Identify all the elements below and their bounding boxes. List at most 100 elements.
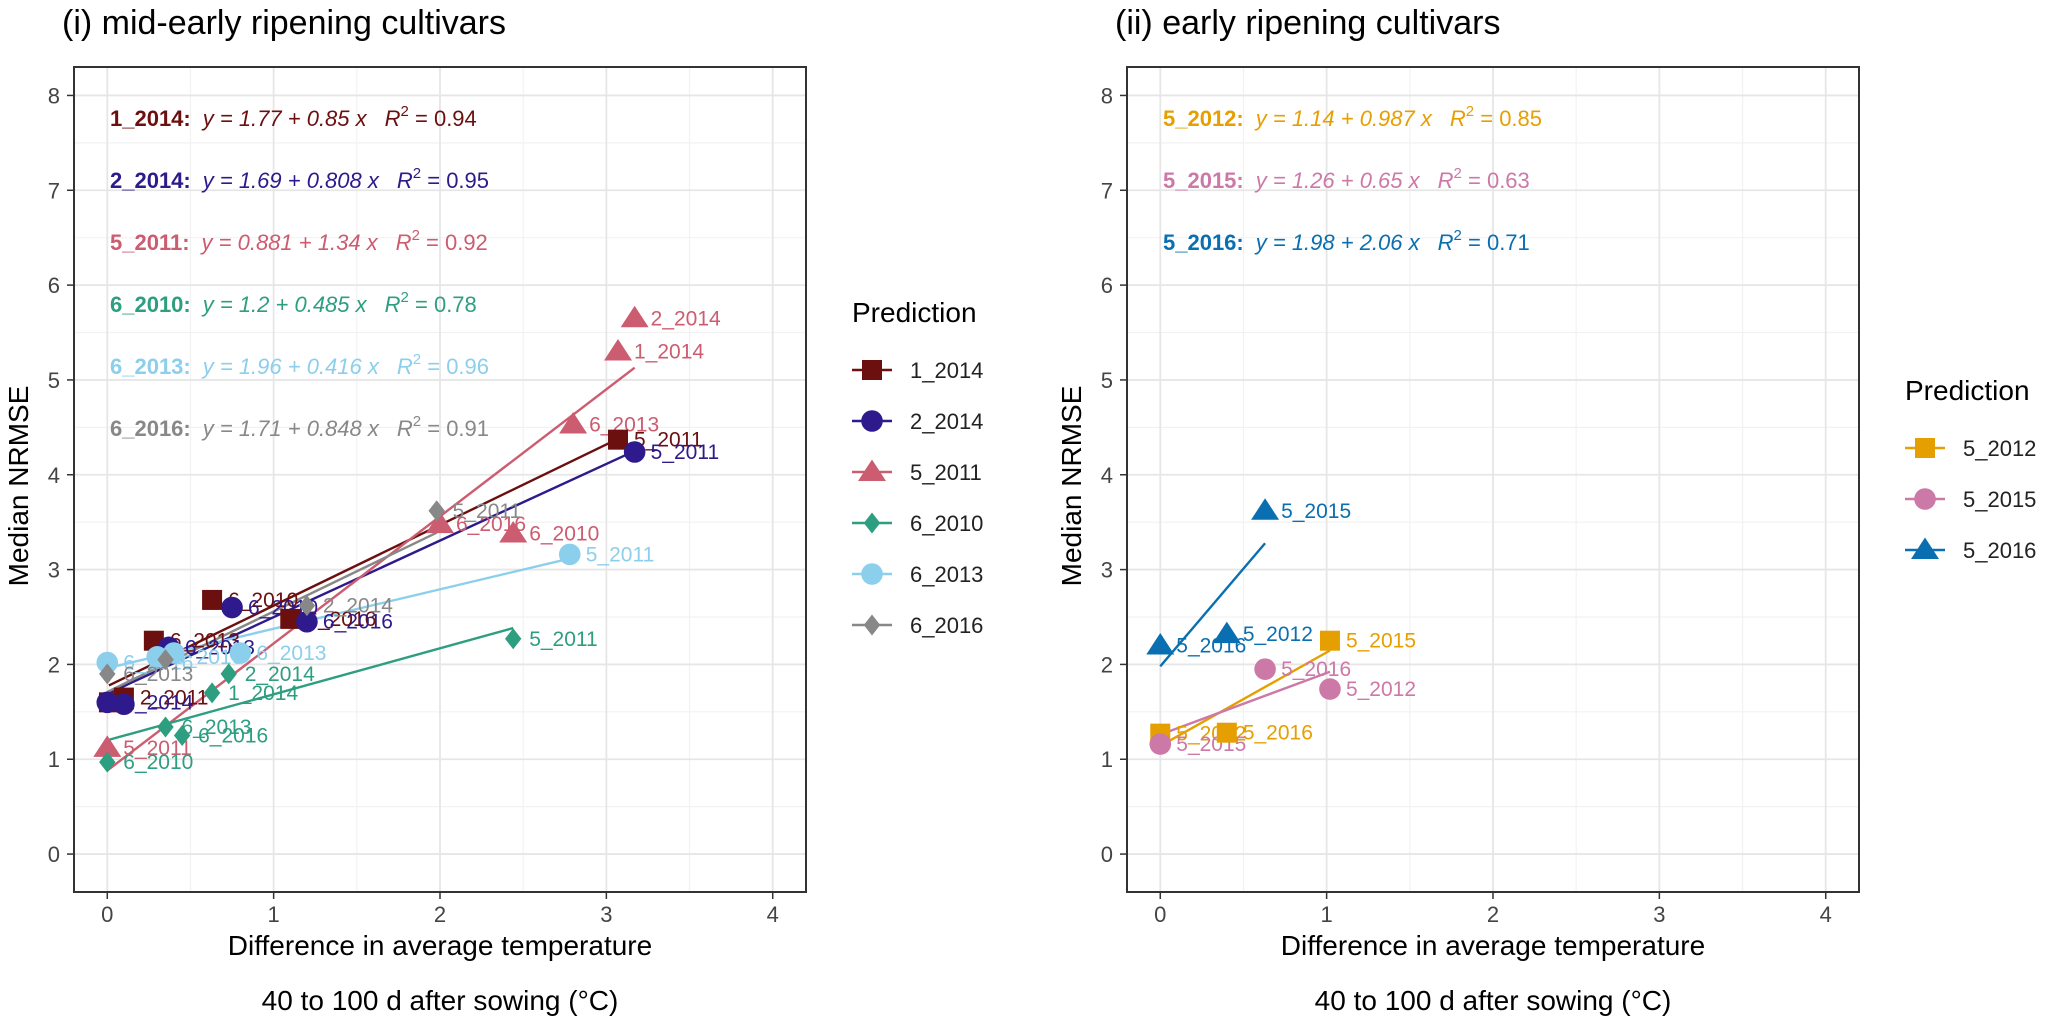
equation-r2-value: = 0.91 [421, 416, 489, 441]
legend-item-label: 6_2010 [910, 511, 983, 536]
legend-item-label: 5_2011 [910, 460, 982, 485]
data-point-label: 5_2015 [1281, 500, 1351, 523]
data-point [296, 610, 318, 633]
data-point-label: 5_2012 [1243, 623, 1313, 646]
y-tick-label: 2 [1101, 652, 1113, 677]
data-point-label: 6_2016 [323, 611, 393, 634]
data-point-label: 2_2014 [245, 663, 315, 686]
y-tick-label: 1 [48, 747, 60, 772]
y-tick-label: 4 [48, 463, 60, 488]
data-point [157, 649, 174, 671]
equation-key: 6_2013: [110, 354, 191, 379]
y-tick-label: 0 [1101, 842, 1113, 867]
data-point-label: 5_2016 [1281, 658, 1351, 681]
x-tick-label: 1 [1321, 902, 1333, 927]
data-point-label: 5_2011 [651, 441, 720, 464]
data-point-label: 6_2010 [529, 523, 599, 546]
equation-label: 5_2011: y = 0.881 + 1.34 x R2 = 0.92 [110, 227, 488, 255]
data-point-label: 2_2014 [323, 595, 393, 618]
data-point-label: 5_2015 [1346, 630, 1416, 653]
equation-r2-value: = 0.71 [1462, 230, 1530, 255]
data-point [1216, 722, 1237, 743]
regression-line [106, 366, 636, 772]
data-point-label: 6_2013 [123, 663, 193, 686]
data-point-label: 1_2014 [123, 691, 193, 714]
data-point [559, 412, 588, 434]
regression-line [106, 557, 571, 670]
data-point-label: 2_2014 [651, 307, 721, 330]
data-point-label: 5_2016 [1243, 722, 1313, 745]
legend-marker [863, 614, 881, 636]
equation-key: 6_2016: [110, 416, 191, 441]
regression-line [1159, 670, 1331, 736]
data-point-label: 6_2010 [173, 646, 243, 669]
data-point-label: 6_2013 [182, 716, 252, 739]
y-tick-label: 3 [1101, 558, 1113, 583]
equation-label: 6_2010: y = 1.2 + 0.485 x R2 = 0.78 [110, 289, 477, 317]
data-point-label: 6_2016 [306, 608, 376, 631]
data-point-label: 6_2010 [228, 589, 298, 612]
legend-marker [861, 410, 883, 432]
equation-key: 1_2014: [110, 106, 191, 131]
data-point [428, 500, 445, 522]
equation-formula: y = 1.98 + 2.06 x [1254, 230, 1421, 255]
y-tick-label: 6 [1101, 273, 1113, 298]
equation-r2-symbol: R [396, 230, 412, 255]
equation-formula: y = 1.71 + 0.848 x [201, 416, 380, 441]
x-tick-label: 4 [767, 902, 779, 927]
y-tick-label: 1 [1101, 747, 1113, 772]
equation-label: 6_2013: y = 1.96 + 0.416 x R2 = 0.96 [110, 351, 489, 379]
equation-r2-symbol: R [397, 168, 413, 193]
equation-key: 5_2015: [1163, 168, 1244, 193]
data-point-label: 5_2011 [123, 737, 192, 760]
x-tick-label: 0 [1154, 902, 1166, 927]
equation-r2-superscript: 2 [1454, 227, 1462, 244]
equation-formula: y = 1.2 + 0.485 x [201, 292, 368, 317]
data-point [426, 511, 454, 534]
plot-border [1126, 66, 1860, 893]
x-axis-subtitle: 40 to 100 d after sowing (°C) [1315, 985, 1672, 1016]
data-point [1146, 632, 1175, 655]
equation-r2-symbol: R [385, 292, 401, 317]
legend-title: Prediction [1905, 375, 2030, 406]
y-tick-label: 2 [48, 652, 60, 677]
equation-r2-value: = 0.78 [409, 292, 477, 317]
equation-r2-value: = 0.95 [421, 168, 489, 193]
data-point [1212, 621, 1241, 644]
data-point-label: 1_2014 [228, 682, 298, 705]
legend-item-label: 2_2014 [910, 409, 983, 434]
legend-marker [858, 459, 886, 481]
equation-r2-symbol: R [1438, 230, 1454, 255]
regression-line [1159, 649, 1331, 748]
data-point [608, 429, 629, 450]
y-tick-label: 8 [48, 83, 60, 108]
data-point [99, 751, 116, 773]
data-point [173, 725, 191, 747]
legend: Prediction 1_2014 2_2014 5_2011 6_2010 6_201… [852, 297, 983, 638]
legend-marker [1911, 537, 1939, 559]
legend-marker [1914, 488, 1936, 510]
equation-r2-value: = 0.92 [420, 230, 488, 255]
legend-item-label: 5_2016 [1963, 538, 2036, 563]
data-point [1254, 658, 1276, 680]
equation-r2-superscript: 2 [413, 413, 421, 430]
data-point-label: 6_2010 [123, 751, 193, 774]
data-point [202, 589, 223, 610]
y-tick-label: 7 [1101, 178, 1113, 203]
equation-r2-superscript: 2 [412, 227, 420, 244]
equation-r2-superscript: 2 [1454, 165, 1462, 182]
legend-marker [863, 512, 881, 534]
equation-key: 5_2012: [1163, 106, 1244, 131]
y-tick-label: 4 [1101, 463, 1113, 488]
data-point [620, 305, 649, 328]
equation-label: 1_2014: y = 1.77 + 0.85 x R2 = 0.94 [110, 103, 477, 131]
panel-mid-early: (i) mid-early ripening cultivars 0 1 2 3 4 0 1… [3, 4, 983, 1016]
equation-r2-value: = 0.85 [1474, 106, 1542, 131]
equation-r2-superscript: 2 [413, 165, 421, 182]
equation-r2-superscript: 2 [413, 351, 421, 368]
regression-line [108, 437, 619, 687]
equation-label: 5_2015: y = 1.26 + 0.65 x R2 = 0.63 [1163, 165, 1530, 193]
regression-line [106, 626, 514, 742]
x-axis-title: Difference in average temperature [228, 930, 652, 961]
data-point [558, 543, 581, 566]
